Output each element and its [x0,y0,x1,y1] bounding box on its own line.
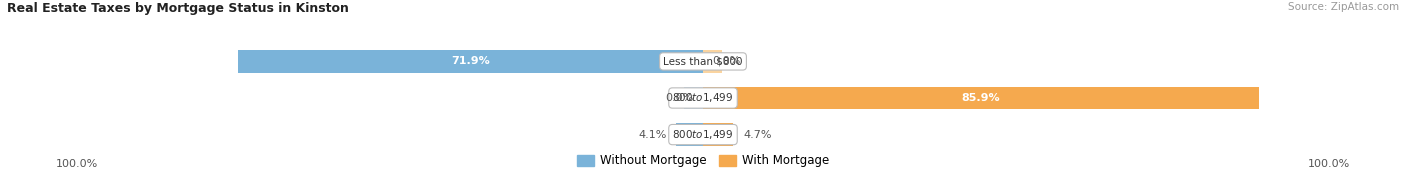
Bar [238,50,703,73]
Bar [703,123,734,146]
Text: 0.0%: 0.0% [665,93,693,103]
Bar [683,87,703,109]
Text: 100.0%: 100.0% [56,159,98,169]
Bar [676,123,703,146]
Text: Real Estate Taxes by Mortgage Status in Kinston: Real Estate Taxes by Mortgage Status in … [7,2,349,15]
Text: 0.0%: 0.0% [713,56,741,66]
Text: Source: ZipAtlas.com: Source: ZipAtlas.com [1288,2,1399,12]
Text: 4.1%: 4.1% [638,130,666,140]
Text: $800 to $1,499: $800 to $1,499 [672,128,734,141]
Bar [703,87,1258,109]
Text: 85.9%: 85.9% [962,93,1000,103]
Text: Less than $800: Less than $800 [664,56,742,66]
Text: $800 to $1,499: $800 to $1,499 [672,92,734,104]
Text: 71.9%: 71.9% [451,56,489,66]
Text: 4.7%: 4.7% [744,130,772,140]
Legend: Without Mortgage, With Mortgage: Without Mortgage, With Mortgage [576,154,830,167]
Bar [703,50,723,73]
Text: 100.0%: 100.0% [1308,159,1350,169]
